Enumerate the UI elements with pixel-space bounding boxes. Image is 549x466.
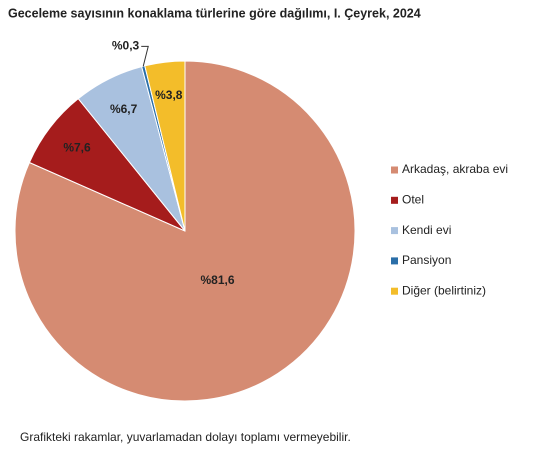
legend-swatch xyxy=(391,287,398,295)
legend-swatch xyxy=(391,196,398,204)
legend-label: Kendi evi xyxy=(402,223,451,237)
data-label: %6,7 xyxy=(110,102,138,116)
data-label: %3,8 xyxy=(155,88,183,102)
legend-label: Otel xyxy=(402,192,424,206)
chart-title: Geceleme sayısının konaklama türlerine g… xyxy=(8,6,421,20)
legend-swatch xyxy=(391,166,398,174)
legend-label: Arkadaş, akraba evi xyxy=(402,162,508,176)
pie-slice xyxy=(144,60,186,232)
leader-line xyxy=(141,45,149,67)
data-label: %0,3 xyxy=(112,39,140,53)
legend-swatch xyxy=(391,227,398,235)
legend-label: Diğer (belirtiniz) xyxy=(402,283,486,297)
legend-label: Pansiyon xyxy=(402,253,451,267)
data-label: %7,6 xyxy=(63,140,91,154)
legend-swatch xyxy=(391,257,398,265)
data-label: %81,6 xyxy=(200,273,234,287)
footnote: Grafikteki rakamlar, yuvarlamadan dolayı… xyxy=(20,430,351,444)
